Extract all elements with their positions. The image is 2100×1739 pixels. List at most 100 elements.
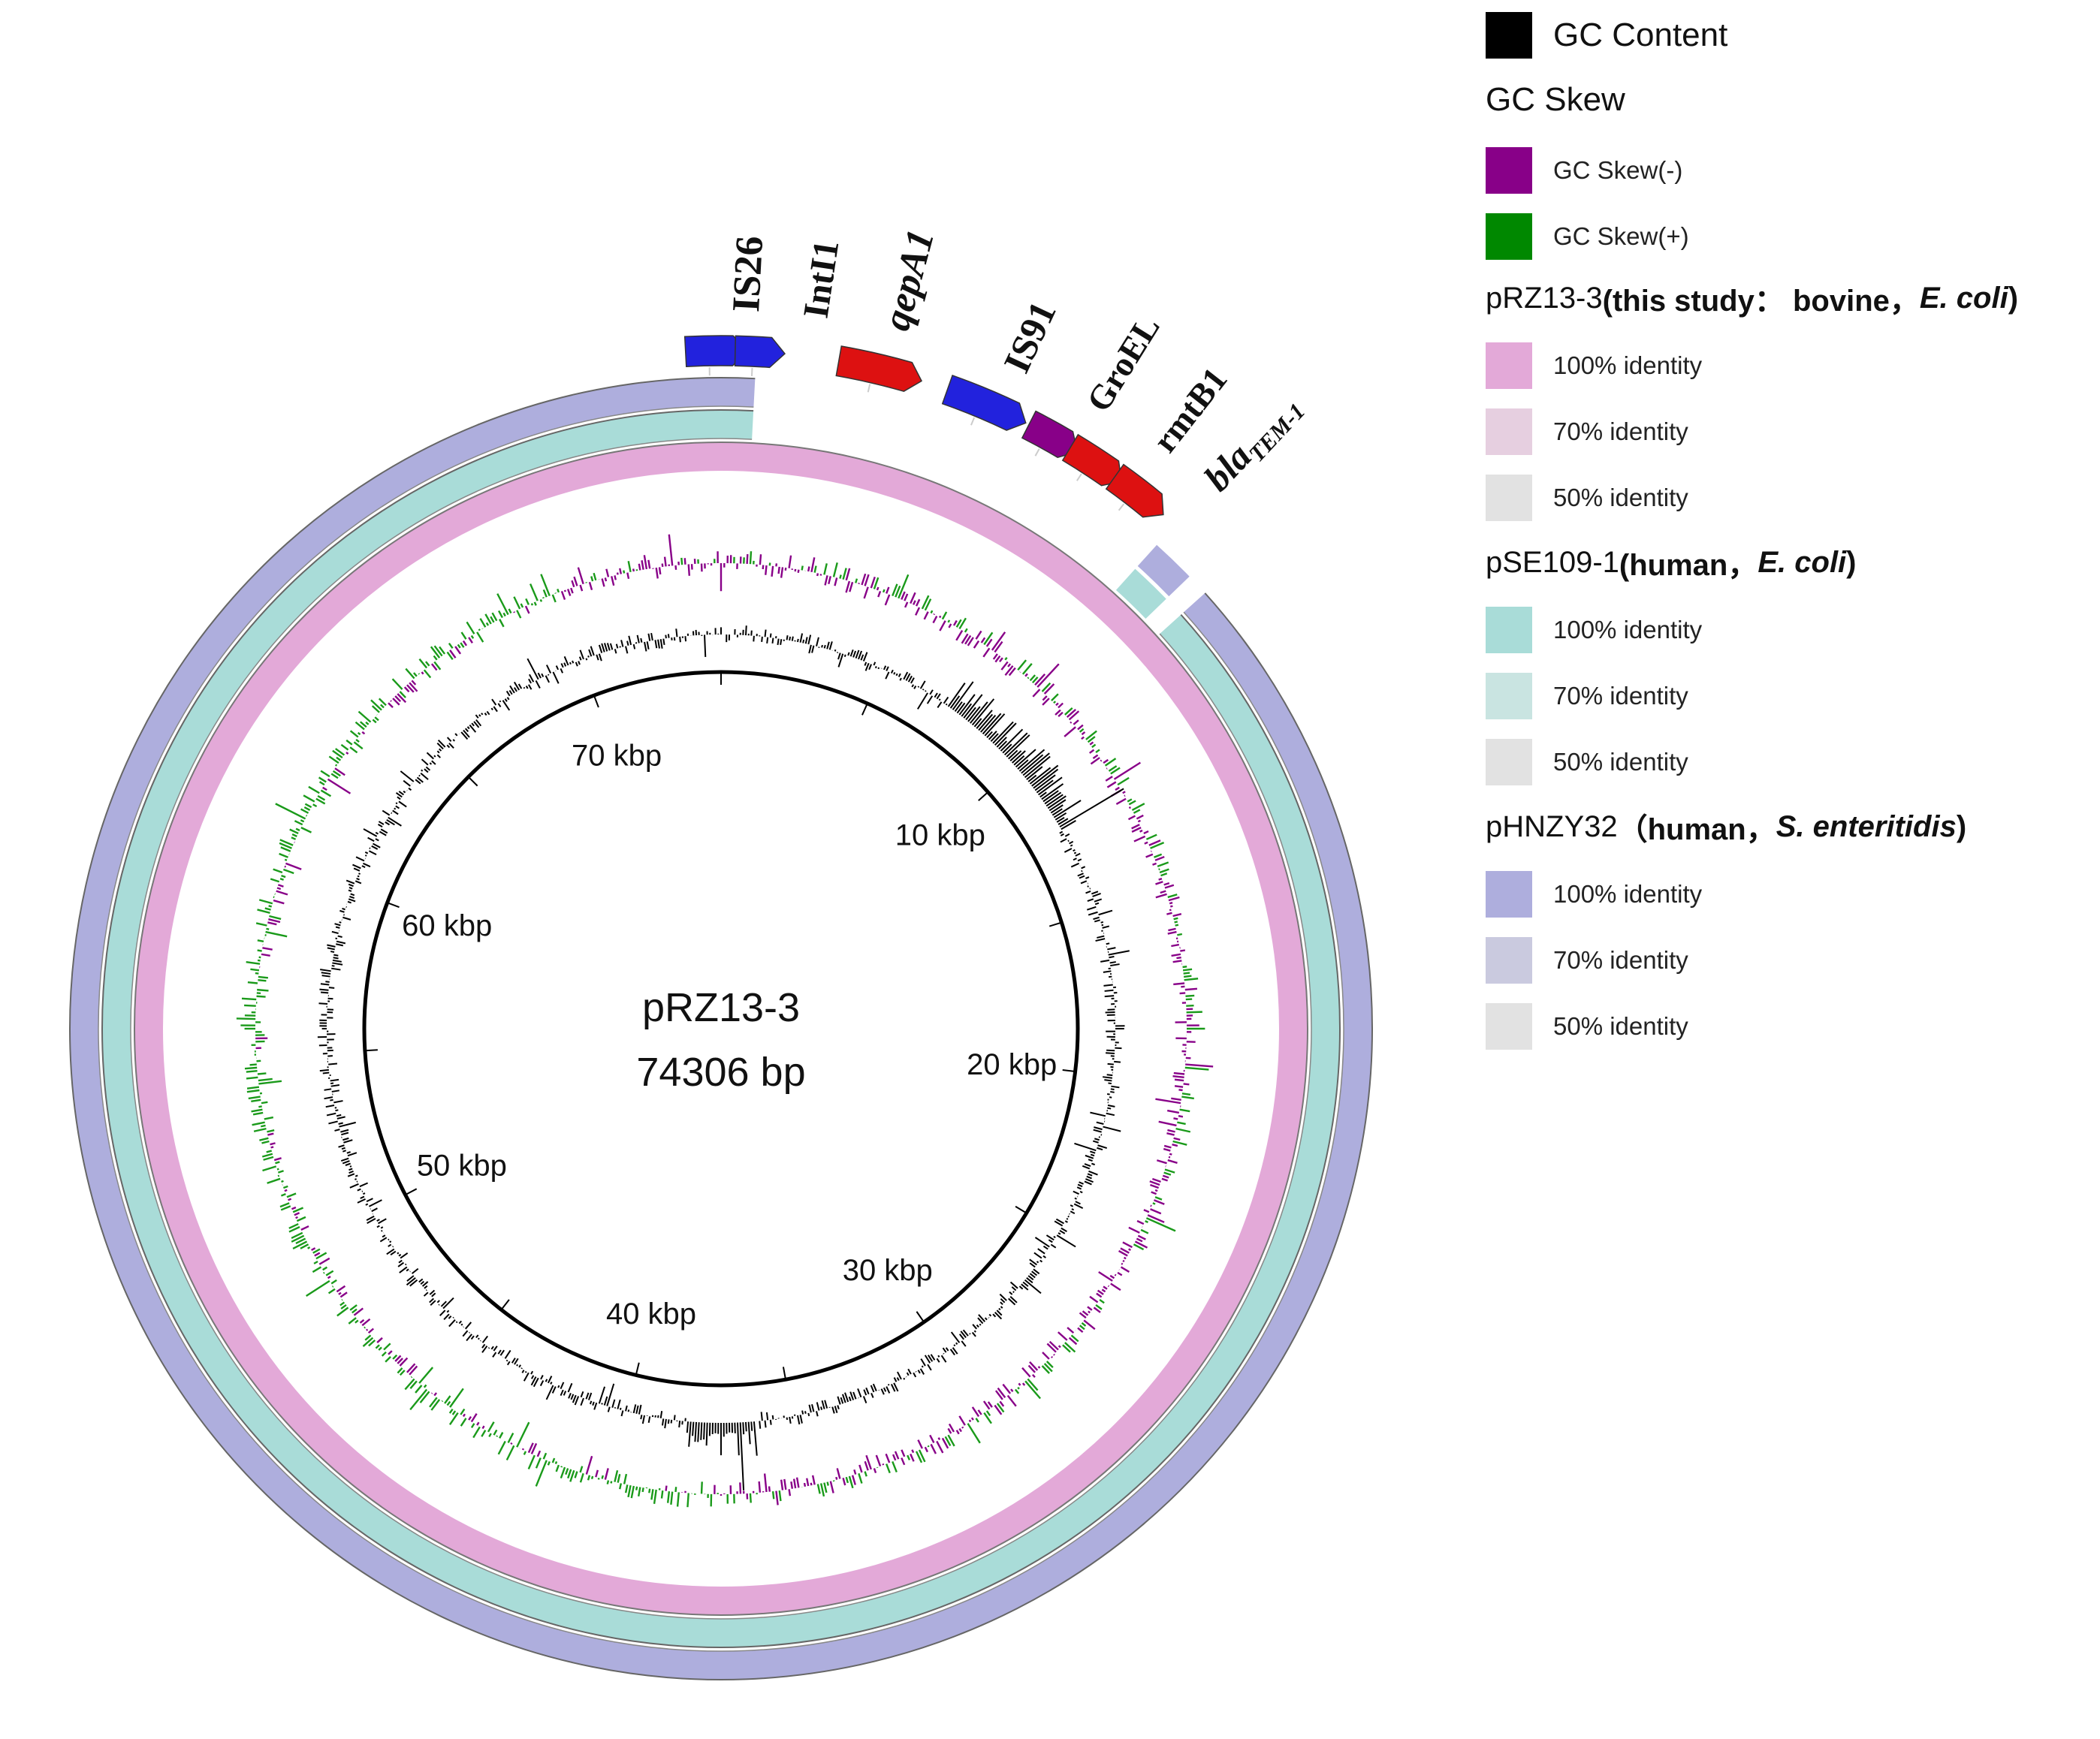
gc-content-bar bbox=[996, 1310, 1003, 1316]
gc-content-bar bbox=[386, 818, 395, 826]
gc-content-bar bbox=[747, 1421, 751, 1445]
gc-skew-bar bbox=[273, 868, 283, 874]
gc-content-bar bbox=[366, 1215, 375, 1222]
gc-content-bar bbox=[1060, 833, 1064, 836]
gc-skew-bar bbox=[638, 1487, 641, 1497]
gc-skew-bar bbox=[1124, 794, 1126, 797]
gc-content-bar bbox=[816, 1402, 820, 1411]
plasmid-name: pRZ13-3 bbox=[642, 985, 800, 1030]
gc-content-bar bbox=[1053, 800, 1082, 818]
gc-content-bar bbox=[429, 1297, 434, 1303]
gc-content-bar bbox=[1076, 1186, 1082, 1190]
gc-skew-bar bbox=[823, 1482, 828, 1493]
gc-skew-bar bbox=[361, 731, 366, 735]
gc-content-bar bbox=[641, 1415, 646, 1424]
legend-ring-desc-end: ) bbox=[1846, 545, 1857, 579]
gc-content-bar bbox=[1075, 852, 1081, 857]
gc-content-bar bbox=[540, 1375, 544, 1380]
gc-skew-bar bbox=[1167, 930, 1177, 935]
gene-label-main: IntI1 bbox=[796, 237, 847, 321]
gc-content-bar bbox=[380, 1226, 384, 1229]
gc-skew-bar bbox=[577, 567, 584, 585]
gc-content-bar bbox=[1089, 1150, 1096, 1154]
gc-skew-bar bbox=[476, 1421, 480, 1426]
gc-skew-bar bbox=[1058, 1345, 1061, 1349]
gc-content-bar bbox=[973, 1330, 976, 1333]
gc-content-bar bbox=[1091, 1162, 1095, 1166]
gc-skew-bar bbox=[836, 1468, 841, 1479]
gc-content-bar bbox=[378, 821, 385, 825]
gc-skew-bar bbox=[513, 596, 521, 610]
gc-skew-bar bbox=[944, 1436, 952, 1446]
gc-skew-bar bbox=[1031, 1373, 1036, 1378]
gc-content-bar bbox=[423, 1291, 429, 1297]
gc-content-bar bbox=[362, 1192, 366, 1195]
gc-skew-bar bbox=[551, 594, 557, 603]
gc-skew-bar bbox=[381, 1351, 387, 1357]
gc-skew-bar bbox=[886, 586, 890, 594]
gc-content-bar bbox=[529, 674, 535, 683]
gc-skew-bar bbox=[1081, 731, 1086, 736]
gc-skew-bar bbox=[614, 1469, 619, 1482]
gc-skew-bar bbox=[807, 566, 810, 572]
gc-skew-bar bbox=[367, 1328, 374, 1334]
gc-content-bar bbox=[328, 1120, 338, 1125]
gc-skew-bar bbox=[842, 1477, 846, 1486]
gc-skew-bar bbox=[288, 1225, 300, 1233]
gc-content-bar bbox=[897, 1371, 902, 1380]
gc-skew-bar bbox=[1166, 912, 1172, 915]
gc-skew-bar bbox=[1091, 743, 1097, 749]
gc-skew-bar bbox=[573, 576, 578, 586]
gc-skew-bar bbox=[1110, 767, 1121, 775]
gc-content-bar bbox=[342, 1160, 350, 1165]
gc-skew-bar bbox=[1163, 882, 1170, 886]
gc-content-bar bbox=[996, 737, 1007, 748]
gc-content-bar bbox=[355, 1178, 357, 1180]
gc-content-bar bbox=[570, 1394, 575, 1400]
gc-skew-bar bbox=[320, 789, 332, 797]
gc-skew-bar bbox=[876, 586, 880, 591]
gc-content-bar bbox=[420, 772, 429, 780]
gc-content-bar bbox=[789, 636, 792, 641]
gc-content-bar bbox=[525, 686, 529, 689]
gc-skew-bar bbox=[418, 658, 428, 669]
gc-skew-bar bbox=[388, 1350, 393, 1355]
gc-skew-bar bbox=[1143, 1209, 1150, 1213]
gc-content-bar bbox=[371, 1207, 378, 1213]
gc-skew-bar bbox=[1171, 953, 1181, 957]
gc-content-bar bbox=[406, 1268, 409, 1272]
gc-skew-bar bbox=[257, 1072, 267, 1075]
gc-content-bar bbox=[988, 1313, 992, 1317]
gc-skew-bar bbox=[795, 1477, 800, 1488]
gc-content-bar bbox=[481, 1345, 488, 1353]
gc-content-bar bbox=[816, 637, 819, 646]
gc-skew-bar bbox=[1055, 709, 1061, 716]
gc-skew-bar bbox=[1021, 663, 1033, 675]
gc-skew-bar bbox=[641, 1487, 644, 1493]
gc-skew-bar bbox=[1027, 677, 1030, 680]
gc-skew-bar bbox=[312, 1266, 322, 1273]
gc-skew-bar bbox=[370, 699, 382, 711]
gc-skew-bar bbox=[304, 803, 312, 809]
gc-content-bar bbox=[899, 677, 902, 681]
gc-content-bar bbox=[481, 1343, 486, 1349]
gc-skew-bar bbox=[430, 1399, 441, 1411]
gc-skew-bar bbox=[1167, 1159, 1178, 1164]
gc-skew-bar bbox=[1122, 1241, 1133, 1249]
gc-content-bar bbox=[493, 1346, 498, 1352]
gc-content-bar bbox=[667, 1419, 670, 1424]
gc-content-bar bbox=[466, 1334, 472, 1342]
gc-skew-bar bbox=[1007, 663, 1012, 668]
tick-mark bbox=[916, 1311, 925, 1323]
gc-content-bar bbox=[976, 710, 993, 729]
gc-content-bar bbox=[885, 671, 890, 680]
gc-skew-bar bbox=[778, 1490, 782, 1502]
gc-content-bar bbox=[1103, 1126, 1121, 1132]
gc-skew-bar bbox=[1154, 853, 1163, 858]
gc-content-bar bbox=[753, 1421, 758, 1456]
gc-content-bar bbox=[864, 662, 870, 671]
gc-skew-bar bbox=[1162, 1174, 1169, 1179]
gc-skew-bar bbox=[863, 586, 869, 599]
gc-skew-bar bbox=[1156, 1159, 1167, 1165]
gene-label: IntI1 bbox=[796, 237, 847, 321]
